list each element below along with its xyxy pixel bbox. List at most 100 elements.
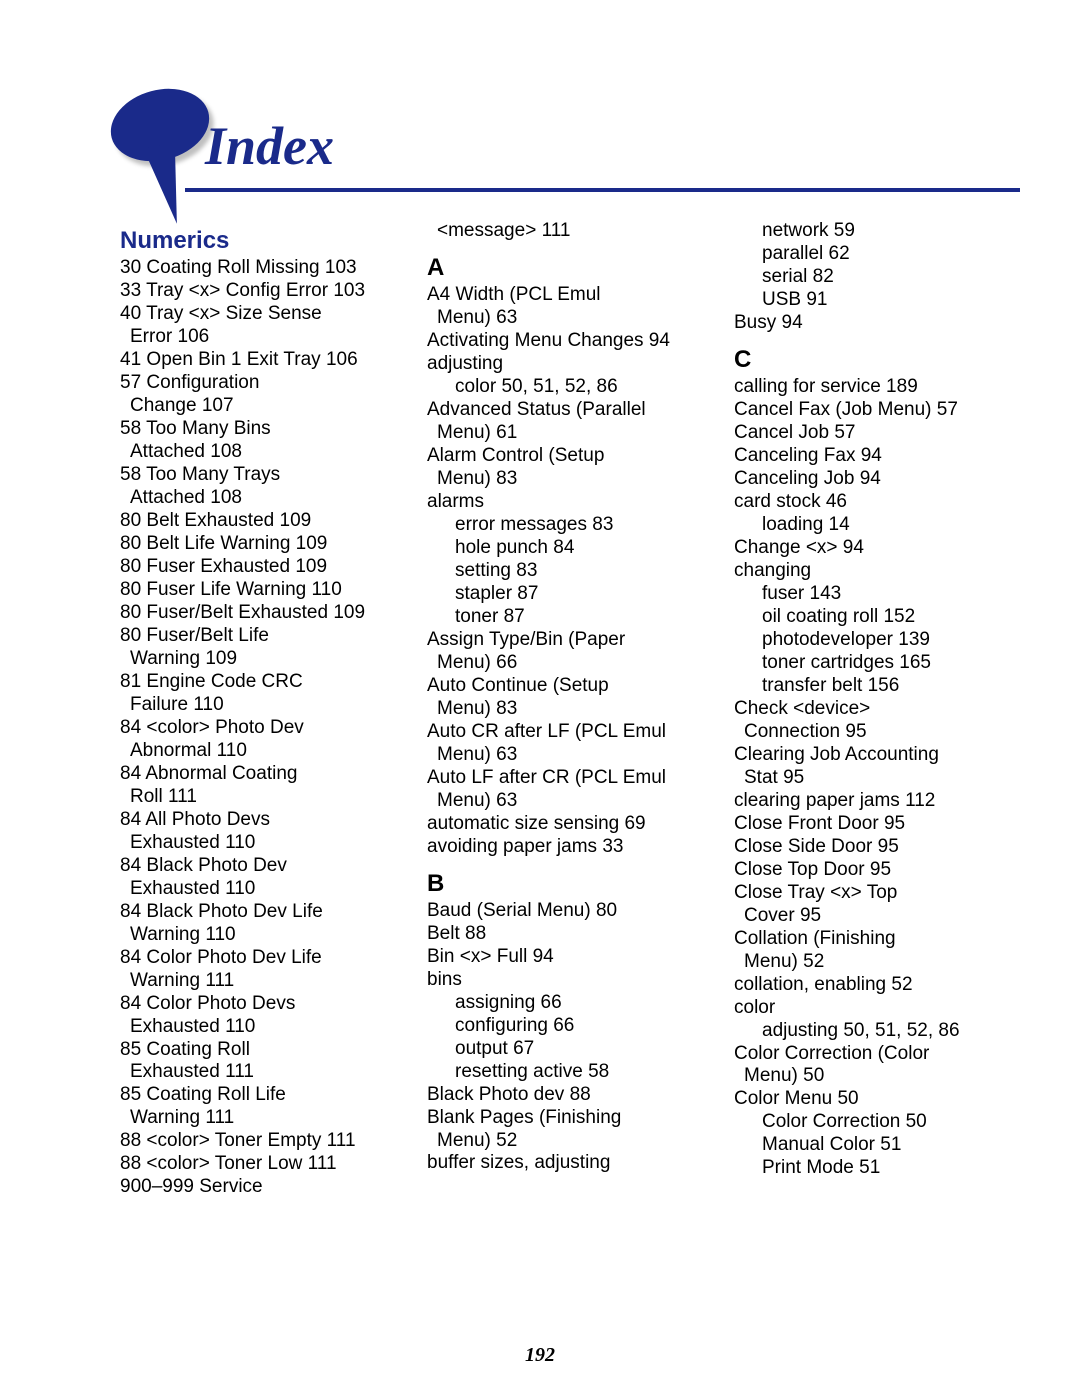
- index-entry: Alarm Control (Setup: [427, 445, 698, 468]
- index-entry: network 59: [734, 220, 1005, 243]
- index-entry: error messages 83: [427, 514, 698, 537]
- index-entry: color: [734, 997, 1005, 1020]
- index-entry: adjusting 50, 51, 52, 86: [734, 1020, 1005, 1043]
- index-entry: 41 Open Bin 1 Exit Tray 106: [120, 349, 391, 372]
- index-entry: Menu) 63: [427, 744, 698, 767]
- index-entry: Abnormal 110: [120, 740, 391, 763]
- index-entry: Menu) 52: [734, 951, 1005, 974]
- index-entry: photodeveloper 139: [734, 629, 1005, 652]
- index-entry: stapler 87: [427, 583, 698, 606]
- index-entry: Activating Menu Changes 94: [427, 330, 698, 353]
- index-entry: Cancel Fax (Job Menu) 57: [734, 399, 1005, 422]
- index-entry: 84 <color> Photo Dev: [120, 717, 391, 740]
- index-entry: adjusting: [427, 353, 698, 376]
- index-entry: Manual Color 51: [734, 1134, 1005, 1157]
- index-entry: Auto Continue (Setup: [427, 675, 698, 698]
- index-entry: USB 91: [734, 289, 1005, 312]
- index-entry: Exhausted 110: [120, 832, 391, 855]
- index-entry: Menu) 66: [427, 652, 698, 675]
- index-entry: Attached 108: [120, 487, 391, 510]
- heading-b: B: [427, 869, 698, 898]
- index-entry: card stock 46: [734, 491, 1005, 514]
- index-entry: Attached 108: [120, 441, 391, 464]
- index-entry: automatic size sensing 69: [427, 813, 698, 836]
- index-entry: 80 Fuser/Belt Exhausted 109: [120, 602, 391, 625]
- index-entry: 33 Tray <x> Config Error 103: [120, 280, 391, 303]
- index-entry: Baud (Serial Menu) 80: [427, 900, 698, 923]
- heading-numerics: Numerics: [120, 226, 391, 255]
- index-entry: 84 Black Photo Dev Life: [120, 901, 391, 924]
- index-entry: Menu) 61: [427, 422, 698, 445]
- index-entry: Black Photo dev 88: [427, 1084, 698, 1107]
- index-entry: Menu) 83: [427, 468, 698, 491]
- heading-a: A: [427, 253, 698, 282]
- index-entry: Exhausted 111: [120, 1061, 391, 1084]
- index-columns: Numerics 30 Coating Roll Missing 10333 T…: [120, 220, 1005, 1199]
- index-entry: Close Tray <x> Top: [734, 882, 1005, 905]
- index-entry: Warning 111: [120, 1107, 391, 1130]
- index-entry: Close Front Door 95: [734, 813, 1005, 836]
- index-entry: Clearing Job Accounting: [734, 744, 1005, 767]
- horizontal-rule: [185, 188, 1020, 192]
- index-entry: Color Correction 50: [734, 1111, 1005, 1134]
- index-entry: 57 Configuration: [120, 372, 391, 395]
- index-entry: configuring 66: [427, 1015, 698, 1038]
- column-2: <message> 111 A A4 Width (PCL EmulMenu) …: [427, 220, 698, 1199]
- column-3: network 59parallel 62serial 82USB 91Busy…: [734, 220, 1005, 1199]
- index-entry: 88 <color> Toner Low 111: [120, 1153, 391, 1176]
- index-entry: Cover 95: [734, 905, 1005, 928]
- index-entry: resetting active 58: [427, 1061, 698, 1084]
- index-entry: Color Correction (Color: [734, 1043, 1005, 1066]
- index-entry: Change 107: [120, 395, 391, 418]
- index-entry: A4 Width (PCL Emul: [427, 284, 698, 307]
- index-entry: 80 Fuser/Belt Life: [120, 625, 391, 648]
- index-entry: alarms: [427, 491, 698, 514]
- column-1: Numerics 30 Coating Roll Missing 10333 T…: [120, 220, 391, 1199]
- index-entry: Cancel Job 57: [734, 422, 1005, 445]
- index-entry: 85 Coating Roll Life: [120, 1084, 391, 1107]
- index-entry: 88 <color> Toner Empty 111: [120, 1130, 391, 1153]
- index-entry: toner 87: [427, 606, 698, 629]
- index-entry: Menu) 63: [427, 790, 698, 813]
- index-entry: Close Top Door 95: [734, 859, 1005, 882]
- index-entry: setting 83: [427, 560, 698, 583]
- logo-tail: [143, 143, 188, 227]
- header: Index: [110, 0, 1020, 220]
- index-entry: Canceling Job 94: [734, 468, 1005, 491]
- index-entry: Failure 110: [120, 694, 391, 717]
- index-entry: Auto LF after CR (PCL Emul: [427, 767, 698, 790]
- index-entry: 84 Black Photo Dev: [120, 855, 391, 878]
- index-entry: 80 Belt Life Warning 109: [120, 533, 391, 556]
- index-entry: 900–999 Service: [120, 1176, 391, 1199]
- page-title: Index: [205, 115, 334, 177]
- index-entry: serial 82: [734, 266, 1005, 289]
- index-entry: parallel 62: [734, 243, 1005, 266]
- index-entry: Exhausted 110: [120, 1016, 391, 1039]
- index-entry: calling for service 189: [734, 376, 1005, 399]
- index-entry: 58 Too Many Bins: [120, 418, 391, 441]
- index-entry: 84 All Photo Devs: [120, 809, 391, 832]
- index-entry: Roll 111: [120, 786, 391, 809]
- index-entry: <message> 111: [427, 220, 698, 243]
- index-entry: Connection 95: [734, 721, 1005, 744]
- index-entry: bins: [427, 969, 698, 992]
- index-entry: Canceling Fax 94: [734, 445, 1005, 468]
- index-entry: transfer belt 156: [734, 675, 1005, 698]
- index-entry: color 50, 51, 52, 86: [427, 376, 698, 399]
- index-entry: Menu) 50: [734, 1065, 1005, 1088]
- index-entry: Assign Type/Bin (Paper: [427, 629, 698, 652]
- index-entry: Bin <x> Full 94: [427, 946, 698, 969]
- index-entry: 80 Fuser Life Warning 110: [120, 579, 391, 602]
- index-entry: 80 Belt Exhausted 109: [120, 510, 391, 533]
- index-entry: assigning 66: [427, 992, 698, 1015]
- index-entry: loading 14: [734, 514, 1005, 537]
- index-entry: Menu) 63: [427, 307, 698, 330]
- index-entry: clearing paper jams 112: [734, 790, 1005, 813]
- index-entry: 80 Fuser Exhausted 109: [120, 556, 391, 579]
- index-entry: 58 Too Many Trays: [120, 464, 391, 487]
- index-entry: Collation (Finishing: [734, 928, 1005, 951]
- index-entry: Belt 88: [427, 923, 698, 946]
- index-entry: Exhausted 110: [120, 878, 391, 901]
- page-number: 192: [0, 1344, 1080, 1367]
- index-entry: Close Side Door 95: [734, 836, 1005, 859]
